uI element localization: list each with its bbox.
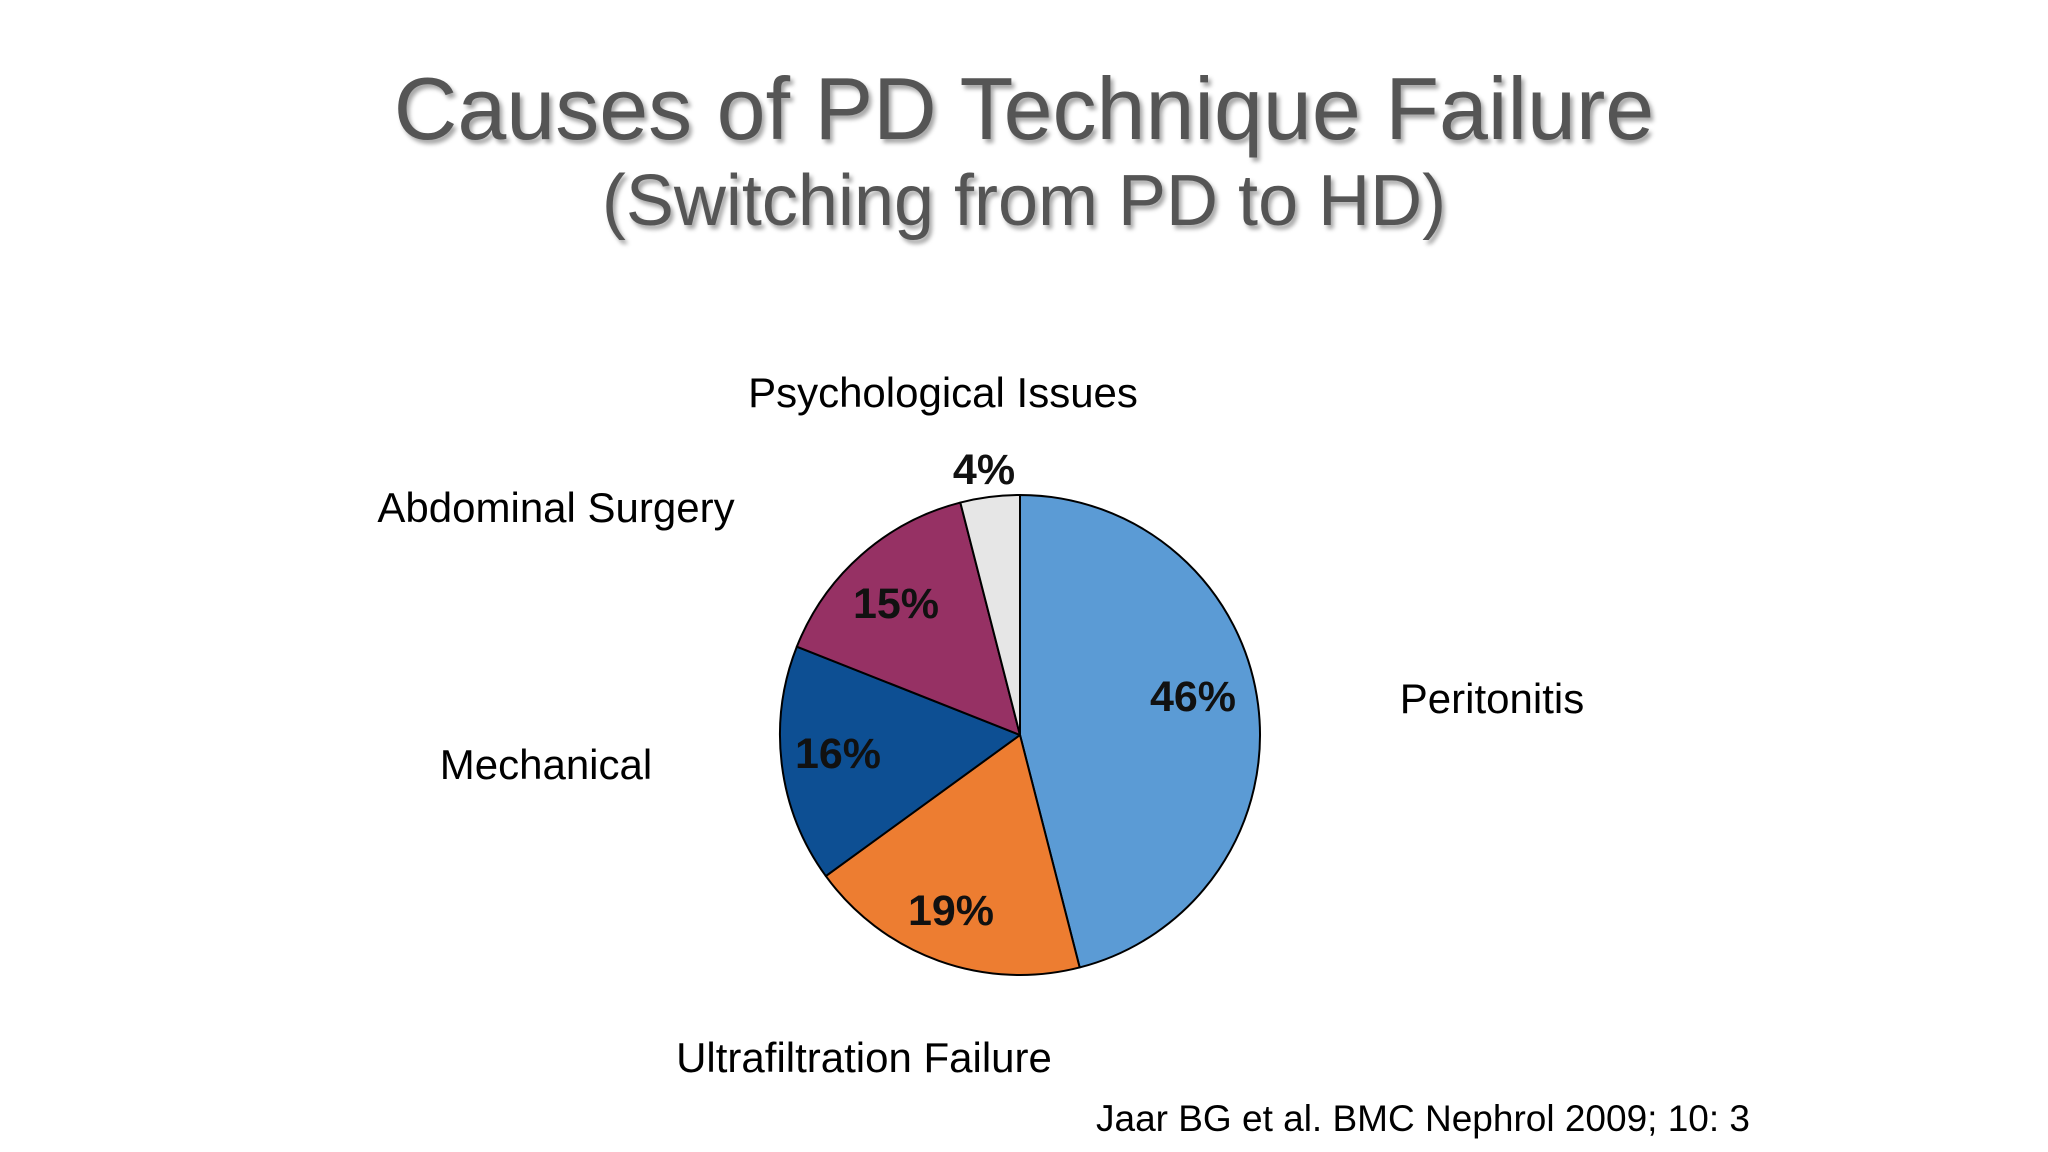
pie-labels: Peritonitis 46% Ultrafiltration Failure 19%… <box>377 369 1584 1081</box>
category-label: Ultrafiltration Failure <box>676 1034 1052 1081</box>
chart-title: Causes of PD Technique Failure <box>393 59 1655 158</box>
citation: Jaar BG et al. BMC Nephrol 2009; 10: 3 <box>1096 1098 1751 1139</box>
pie-slice-psychological-issues <box>959 494 1021 736</box>
percentage-label: 16% <box>795 730 881 778</box>
pie-slice-ultrafiltration-failure <box>824 734 1081 976</box>
category-label: Mechanical <box>440 741 652 788</box>
pie-slice-peritonitis <box>1019 494 1261 969</box>
pie-slices <box>779 494 1261 976</box>
category-label: Abdominal Surgery <box>377 484 734 531</box>
category-label: Psychological Issues <box>748 369 1138 416</box>
category-label: Peritonitis <box>1400 675 1584 722</box>
percentage-label: 4% <box>953 446 1015 494</box>
chart-subtitle: (Switching from PD to HD) <box>601 161 1447 241</box>
percentage-label: 46% <box>1150 673 1236 721</box>
percentage-label: 15% <box>853 580 939 628</box>
percentage-label: 19% <box>908 887 994 935</box>
pie-slice-mechanical <box>779 645 1021 878</box>
pie-slice-abdominal-surgery <box>795 501 1021 736</box>
